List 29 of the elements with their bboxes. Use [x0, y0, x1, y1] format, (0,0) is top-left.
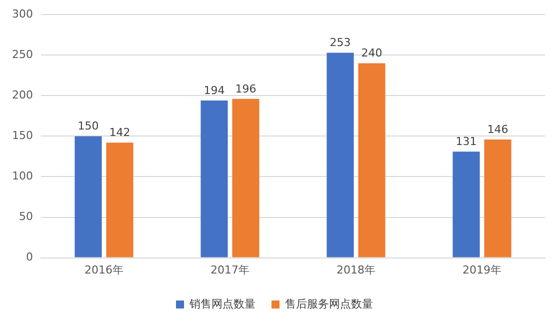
data-label: 240	[361, 46, 382, 60]
x-tick-label: 2019年	[462, 263, 502, 276]
data-label: 131	[456, 134, 477, 148]
data-label: 142	[109, 126, 130, 140]
bar	[484, 139, 512, 258]
bar	[106, 142, 134, 258]
bar	[358, 63, 386, 258]
y-tick-label: 0	[26, 250, 33, 264]
y-tick-label: 50	[18, 210, 33, 224]
bar	[326, 52, 354, 258]
data-label: 150	[78, 120, 99, 133]
y-tick-label: 200	[12, 88, 33, 102]
bar	[74, 136, 102, 258]
x-tick-label: 2017年	[210, 263, 250, 276]
data-label: 194	[204, 84, 225, 97]
bar	[452, 152, 480, 258]
y-tick-label: 300	[12, 7, 33, 20]
data-label: 196	[235, 82, 256, 96]
bar	[200, 100, 228, 258]
data-label: 253	[330, 36, 351, 50]
legend-label: 销售网点数量	[188, 297, 256, 310]
bar	[232, 98, 260, 258]
data-label: 146	[487, 122, 508, 136]
legend-label: 售后服务网点数量	[285, 297, 373, 310]
y-tick-label: 250	[12, 48, 33, 61]
y-tick-label: 150	[12, 129, 33, 142]
x-tick-label: 2016年	[84, 263, 124, 276]
x-tick-label: 2018年	[336, 263, 376, 276]
y-tick-label: 100	[12, 170, 33, 183]
